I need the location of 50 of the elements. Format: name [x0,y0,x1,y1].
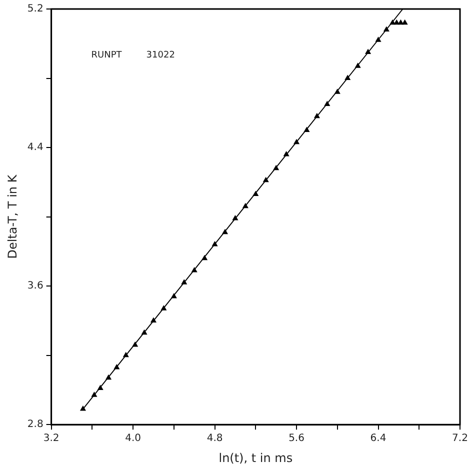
point [252,191,258,196]
point [242,203,248,208]
y-tick-label: 2.8 [27,419,44,430]
point [114,364,120,370]
point [192,267,198,272]
y-tick-label: 3.6 [27,280,44,292]
point [171,293,177,298]
y-tick-label: 5.2 [27,4,44,15]
point [132,342,138,347]
point [334,89,340,94]
point [324,101,330,106]
point [92,392,97,397]
point [398,20,404,25]
x-axis-title: ln(t), t in ms [218,450,293,465]
point [263,177,269,182]
x-tick-label: 3.2 [43,433,60,444]
y-axis-title: Delta-T, T in K [5,174,20,259]
point [394,20,400,25]
point [294,139,300,144]
x-tick-label: 6.4 [370,433,386,444]
y-tick-label: 4.4 [27,142,44,154]
x-tick-label: 4.8 [206,433,223,444]
point [181,280,187,284]
point [123,352,129,358]
point [212,242,218,246]
point [232,216,238,220]
point [150,318,156,322]
point [355,63,360,68]
point [202,255,208,260]
x-tick-label: 4.0 [125,433,141,444]
x-tick-label: 5.6 [288,433,304,444]
point [365,49,371,54]
point [376,37,381,42]
point [284,151,289,156]
point [314,113,320,118]
point [384,26,390,32]
point [222,229,228,234]
point [304,127,310,132]
point [344,75,350,80]
point [390,20,396,25]
annotation: RUNPT [91,50,122,60]
point [142,330,147,335]
point [98,385,104,390]
point [402,20,408,25]
point [80,406,86,411]
annotation: 31022 [146,50,175,60]
point [106,374,112,380]
point [273,165,279,170]
point [161,306,166,310]
x-tick-label: 7.2 [452,433,468,444]
